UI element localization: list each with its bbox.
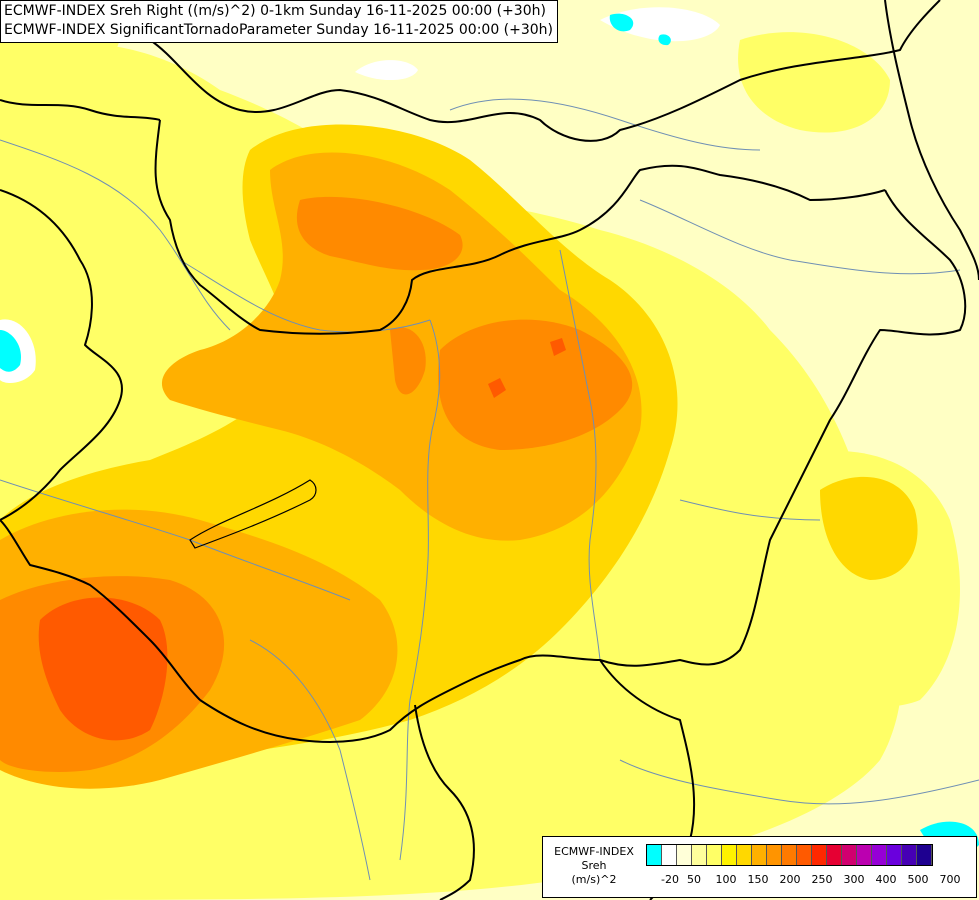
legend-swatch [737, 845, 752, 865]
map-title: ECMWF-INDEX Sreh Right ((m/s)^2) 0-1km S… [0, 0, 559, 43]
legend-swatch [917, 845, 932, 865]
legend-swatch [767, 845, 782, 865]
legend-tick-label: 250 [811, 873, 833, 886]
legend-unit: (m/s)^2 [571, 873, 617, 886]
legend-tick-label: 400 [875, 873, 897, 886]
legend-swatch [662, 845, 677, 865]
legend-tick-label: 150 [747, 873, 769, 886]
legend-swatch [722, 845, 737, 865]
legend-ticks: -20 50 100 150 200 250 300 400 500 700 [646, 873, 976, 889]
river-lines [0, 98, 979, 881]
title-line-1: ECMWF-INDEX Sreh Right ((m/s)^2) 0-1km S… [4, 3, 546, 19]
legend-swatch [887, 845, 902, 865]
legend-swatch [797, 845, 812, 865]
legend-swatch [857, 845, 872, 865]
legend-swatch [647, 845, 662, 865]
title-line-2: ECMWF-INDEX SignificantTornadoParameter … [4, 22, 554, 38]
legend-swatch [842, 845, 857, 865]
legend-tick-label: 200 [779, 873, 801, 886]
legend-label: ECMWF-INDEX Sreh (m/s)^2 [546, 845, 642, 887]
legend-swatch [902, 845, 917, 865]
legend-tick-label: -20 [661, 873, 679, 886]
legend-swatch [782, 845, 797, 865]
legend-swatch [827, 845, 842, 865]
legend-tick-label: 50 [687, 873, 701, 886]
legend-swatch [677, 845, 692, 865]
legend-tick-label: 100 [715, 873, 737, 886]
legend-variable: Sreh [581, 859, 607, 872]
legend-swatch [812, 845, 827, 865]
legend-model: ECMWF-INDEX [554, 845, 634, 858]
legend-swatch [872, 845, 887, 865]
legend-tick-label: 500 [907, 873, 929, 886]
legend-swatches [646, 844, 933, 866]
legend-swatch [692, 845, 707, 865]
legend-tick-label: 300 [843, 873, 865, 886]
legend-swatch [752, 845, 767, 865]
color-legend: ECMWF-INDEX Sreh (m/s)^2 -20 50 100 150 200 2… [542, 836, 977, 898]
legend-swatch [707, 845, 722, 865]
sreh-field-red-orange [38, 338, 566, 741]
legend-tick-label: 700 [939, 873, 961, 886]
lake-balaton [189, 479, 317, 549]
